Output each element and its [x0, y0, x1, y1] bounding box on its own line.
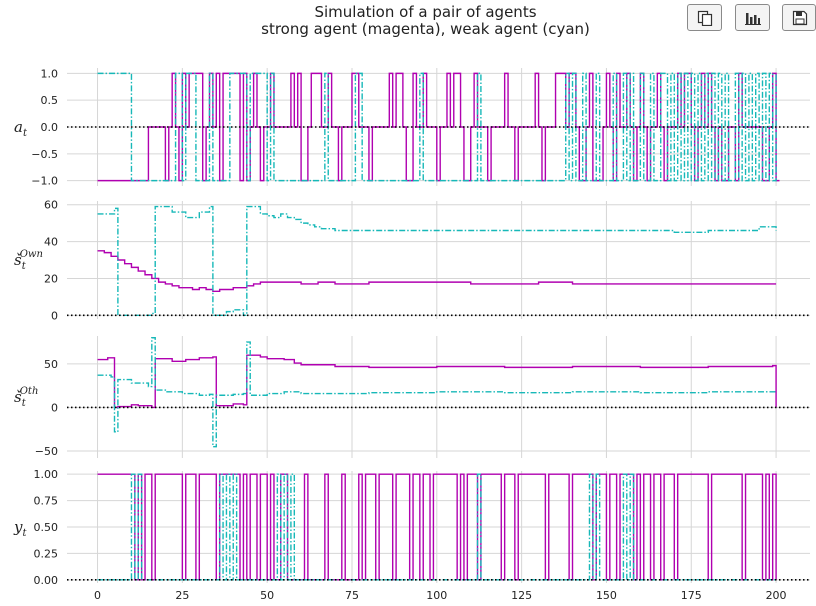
y-tick-label: 40 — [44, 236, 58, 249]
y-axis-label: yt — [13, 518, 27, 539]
bar-chart-icon — [745, 13, 761, 25]
y-tick-label: 0 — [51, 309, 58, 322]
y-axis-label: at — [14, 118, 28, 139]
panel-1: 1.0 0.5 0.0 −0.5 −1.0 at — [14, 67, 810, 188]
x-tick-label: 75 — [345, 589, 359, 602]
y-tick-label: 0 — [51, 401, 58, 414]
y-tick-label: 0.5 — [41, 94, 59, 107]
copy-icon — [697, 10, 713, 26]
y-tick-label: −0.5 — [31, 148, 58, 161]
series-line-weak — [97, 205, 777, 317]
y-tick-label: 0.00 — [34, 574, 59, 587]
x-tick-label: 50 — [260, 589, 274, 602]
x-tick-label: 0 — [94, 589, 101, 602]
panel-2: 60 40 20 0 štOwn — [14, 199, 810, 322]
panel-4: 1.00 0.75 0.50 0.25 0.00 yt 0 25 50 75 100 125 150 17… — [13, 468, 810, 602]
y-tick-label: 1.00 — [34, 468, 59, 481]
copy-button[interactable] — [687, 4, 722, 31]
x-tick-label: 100 — [426, 589, 447, 602]
x-tick-label: 150 — [596, 589, 617, 602]
y-tick-label: 60 — [44, 199, 58, 212]
series-line-strong — [97, 250, 777, 293]
x-tick-label: 175 — [681, 589, 702, 602]
x-tick-label: 200 — [766, 589, 787, 602]
chart-subtitle: strong agent (magenta), weak agent (cyan… — [261, 20, 590, 38]
y-tick-label: 50 — [44, 358, 58, 371]
save-button[interactable] — [782, 4, 816, 31]
save-icon — [792, 10, 808, 26]
y-tick-label: 20 — [44, 272, 58, 285]
y-tick-label: 0.0 — [41, 121, 59, 134]
panel-3: 50 0 −50 štOth — [14, 336, 810, 458]
series-line-weak — [97, 72, 777, 182]
y-axis-label: štOwn — [14, 249, 43, 272]
y-tick-label: 0.50 — [34, 521, 59, 534]
series-line-weak — [97, 337, 777, 448]
y-axis-label: štOth — [14, 386, 38, 409]
y-tick-label: 0.25 — [34, 547, 59, 560]
chart-title: Simulation of a pair of agents — [314, 3, 537, 21]
x-tick-label: 25 — [175, 589, 189, 602]
y-tick-label: 1.0 — [41, 67, 59, 80]
chart-button[interactable] — [735, 4, 770, 31]
y-tick-label: 0.75 — [34, 495, 59, 508]
y-tick-label: −50 — [35, 445, 58, 458]
series-line-strong — [97, 354, 777, 409]
x-tick-label: 125 — [511, 589, 532, 602]
y-tick-label: −1.0 — [31, 175, 58, 188]
